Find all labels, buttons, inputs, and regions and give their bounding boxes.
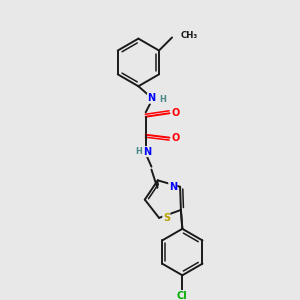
Text: O: O xyxy=(172,108,180,118)
Text: N: N xyxy=(147,93,155,103)
Text: H: H xyxy=(135,147,142,156)
Text: CH₃: CH₃ xyxy=(180,31,197,40)
Text: N: N xyxy=(169,182,177,192)
Text: H: H xyxy=(159,95,166,104)
Text: Cl: Cl xyxy=(177,291,188,300)
Text: N: N xyxy=(143,147,151,157)
Text: O: O xyxy=(172,133,180,142)
Text: S: S xyxy=(163,213,170,223)
